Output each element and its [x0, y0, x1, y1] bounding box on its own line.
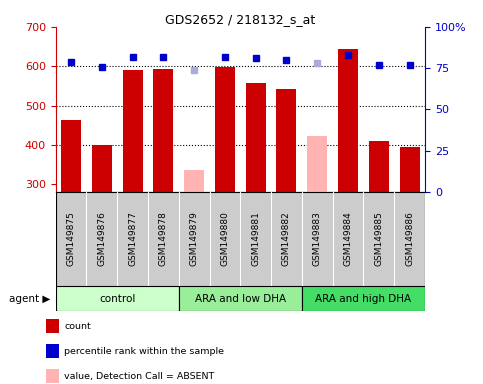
Bar: [246, 83, 266, 192]
Bar: [369, 141, 389, 192]
Text: GSM149885: GSM149885: [374, 212, 384, 266]
Bar: [307, 136, 327, 192]
Text: agent ▶: agent ▶: [9, 293, 51, 304]
Text: GSM149879: GSM149879: [190, 212, 199, 266]
Text: GSM149884: GSM149884: [343, 212, 353, 266]
Bar: [179, 286, 302, 311]
Bar: [399, 147, 420, 192]
Text: GSM149882: GSM149882: [282, 212, 291, 266]
Text: GSM149883: GSM149883: [313, 212, 322, 266]
Bar: [123, 70, 142, 192]
Bar: [184, 170, 204, 192]
Bar: [56, 192, 425, 286]
Bar: [56, 286, 179, 311]
Text: ARA and low DHA: ARA and low DHA: [195, 293, 286, 304]
Text: GSM149880: GSM149880: [220, 212, 229, 266]
Title: GDS2652 / 218132_s_at: GDS2652 / 218132_s_at: [165, 13, 315, 26]
Text: GSM149875: GSM149875: [67, 212, 75, 266]
Bar: [215, 67, 235, 192]
Text: GSM149876: GSM149876: [97, 212, 106, 266]
Bar: [276, 89, 297, 192]
Text: control: control: [99, 293, 135, 304]
Text: GSM149878: GSM149878: [159, 212, 168, 266]
Text: GSM149886: GSM149886: [405, 212, 414, 266]
Bar: [302, 286, 425, 311]
Bar: [338, 49, 358, 192]
Text: GSM149877: GSM149877: [128, 212, 137, 266]
Text: percentile rank within the sample: percentile rank within the sample: [64, 347, 224, 356]
Text: GSM149881: GSM149881: [251, 212, 260, 266]
Bar: [153, 70, 173, 192]
Text: count: count: [64, 322, 91, 331]
Text: ARA and high DHA: ARA and high DHA: [315, 293, 412, 304]
Bar: [61, 121, 81, 192]
Bar: [92, 145, 112, 192]
Text: value, Detection Call = ABSENT: value, Detection Call = ABSENT: [64, 372, 214, 381]
